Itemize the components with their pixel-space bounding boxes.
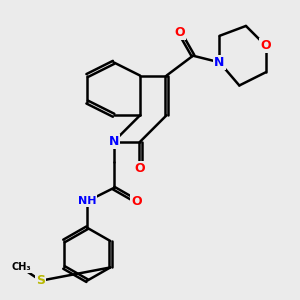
Text: N: N	[214, 56, 225, 69]
Text: CH₃: CH₃	[11, 262, 31, 272]
Text: S: S	[36, 274, 45, 287]
Text: O: O	[260, 39, 271, 52]
Text: O: O	[175, 26, 185, 39]
Text: O: O	[131, 195, 142, 208]
Text: O: O	[135, 162, 146, 175]
Text: N: N	[108, 135, 119, 148]
Text: NH: NH	[78, 196, 96, 206]
